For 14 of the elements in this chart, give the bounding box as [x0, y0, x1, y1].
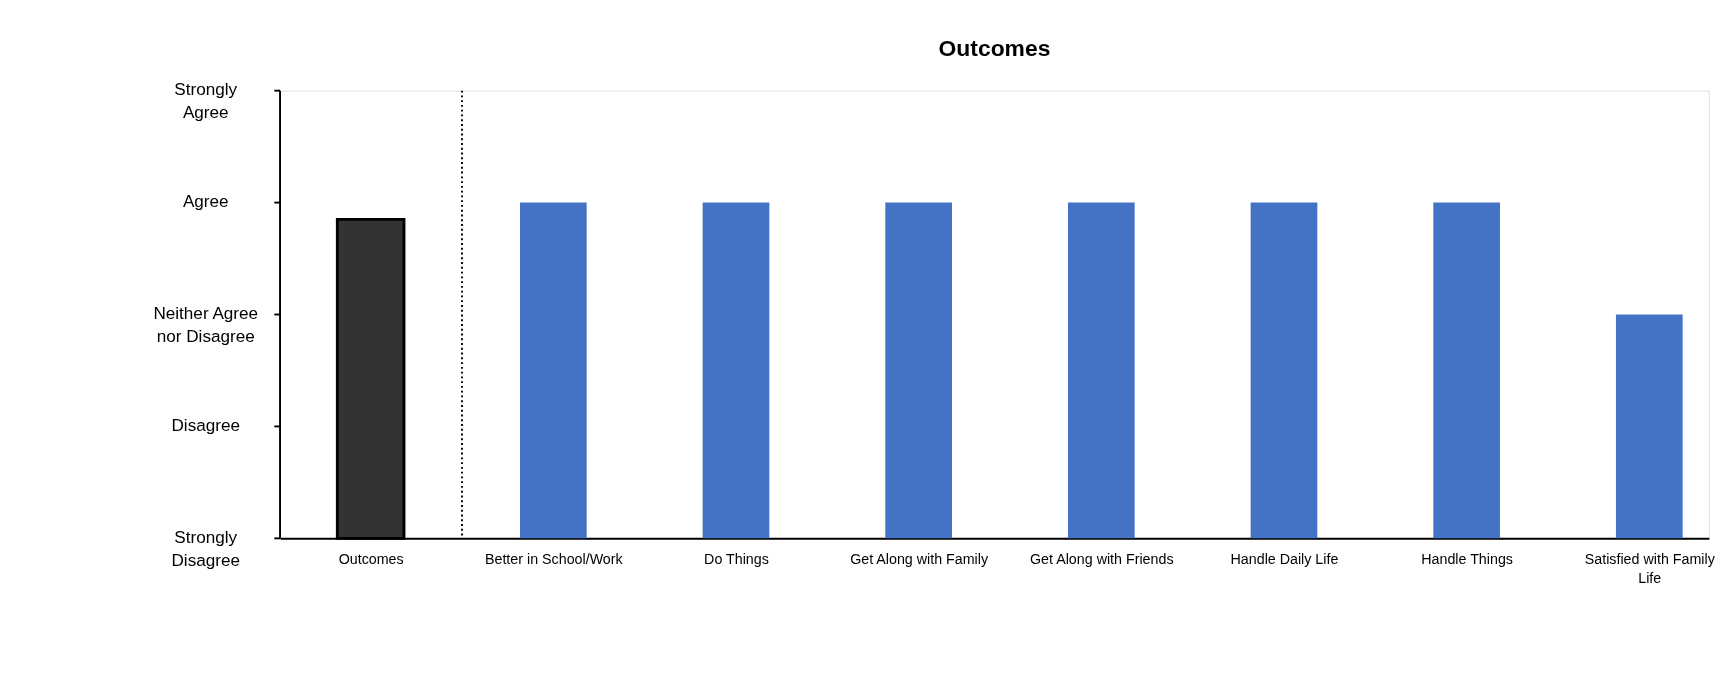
text: Strongly Agree: [174, 79, 238, 123]
text: Neither Agree nor Disagree: [153, 303, 259, 347]
x-tick-label: Handle Things: [1421, 550, 1513, 567]
text: Disagree: [171, 415, 241, 436]
x-tick-label: Better in School/Work: [484, 550, 624, 567]
x-tick-label: Get Along with Friends: [1030, 550, 1174, 567]
text: Agree: [182, 191, 229, 212]
x-tick-label: Handle Daily Life: [1230, 550, 1339, 567]
text: Strongly Disagree: [171, 527, 241, 570]
chart-title: Outcomes: [938, 35, 1051, 62]
x-tick-label: Outcomes: [338, 550, 404, 567]
x-tick-label: Get Along with Family: [850, 550, 989, 567]
x-tick-label: Satisfied with Family Life: [1584, 550, 1716, 586]
x-tick-label: Do Things: [704, 550, 769, 567]
